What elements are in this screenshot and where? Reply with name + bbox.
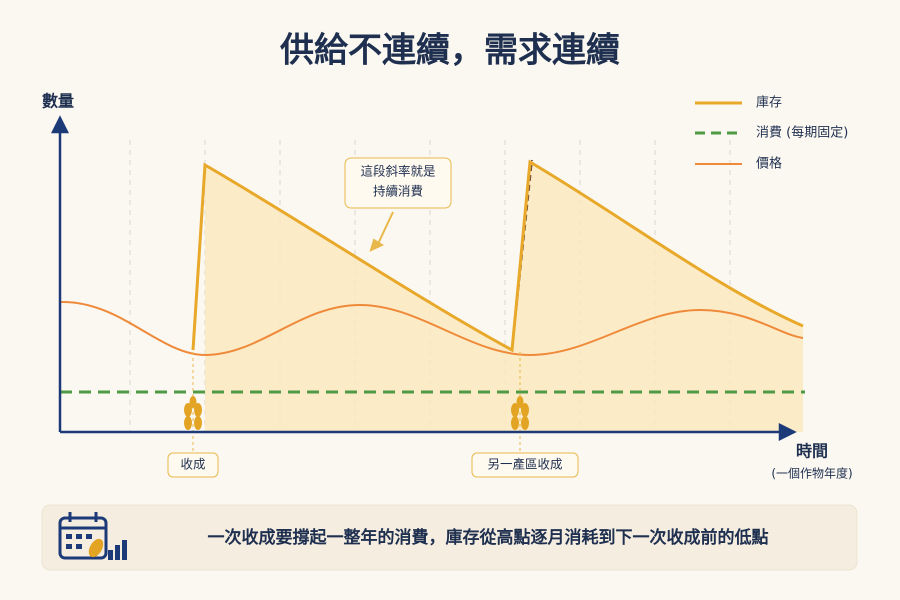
- footer-text: 一次收成要撐起一整年的消費，庫存從高點逐月消耗到下一次收成前的低點: [208, 527, 769, 548]
- callout-text: 持續消費: [373, 184, 423, 199]
- harvest-label-box: [471, 452, 579, 478]
- axes: [50, 115, 797, 442]
- harvest-label: 收成: [180, 457, 205, 472]
- footer-box: [41, 504, 858, 571]
- harvest-markers: [192, 352, 521, 455]
- legend: 庫存 消費 (每期固定) 價格: [695, 96, 848, 172]
- legend-label: 消費 (每期固定): [756, 125, 848, 141]
- legend-label: 庫存: [756, 96, 782, 111]
- inventory-line: [191, 159, 804, 353]
- title: 供給不連續，需求連續: [279, 31, 620, 71]
- x-axis-sublabel: (一個作物年度): [771, 466, 852, 481]
- callout-box: [344, 157, 452, 209]
- price-line: [59, 300, 804, 357]
- legend-label: 價格: [756, 156, 782, 172]
- callout-text: 這段斜率就是: [360, 164, 436, 179]
- callout-arrow: [369, 211, 394, 252]
- wheat-icons: [184, 396, 529, 430]
- y-axis-label: 數量: [42, 92, 74, 111]
- harvest-label-box: [167, 452, 219, 478]
- x-axis-label: 時間: [796, 442, 828, 461]
- calendar-icon: [58, 512, 127, 560]
- inventory-area: [205, 162, 803, 432]
- harvest-label: 另一產區收成: [487, 457, 562, 472]
